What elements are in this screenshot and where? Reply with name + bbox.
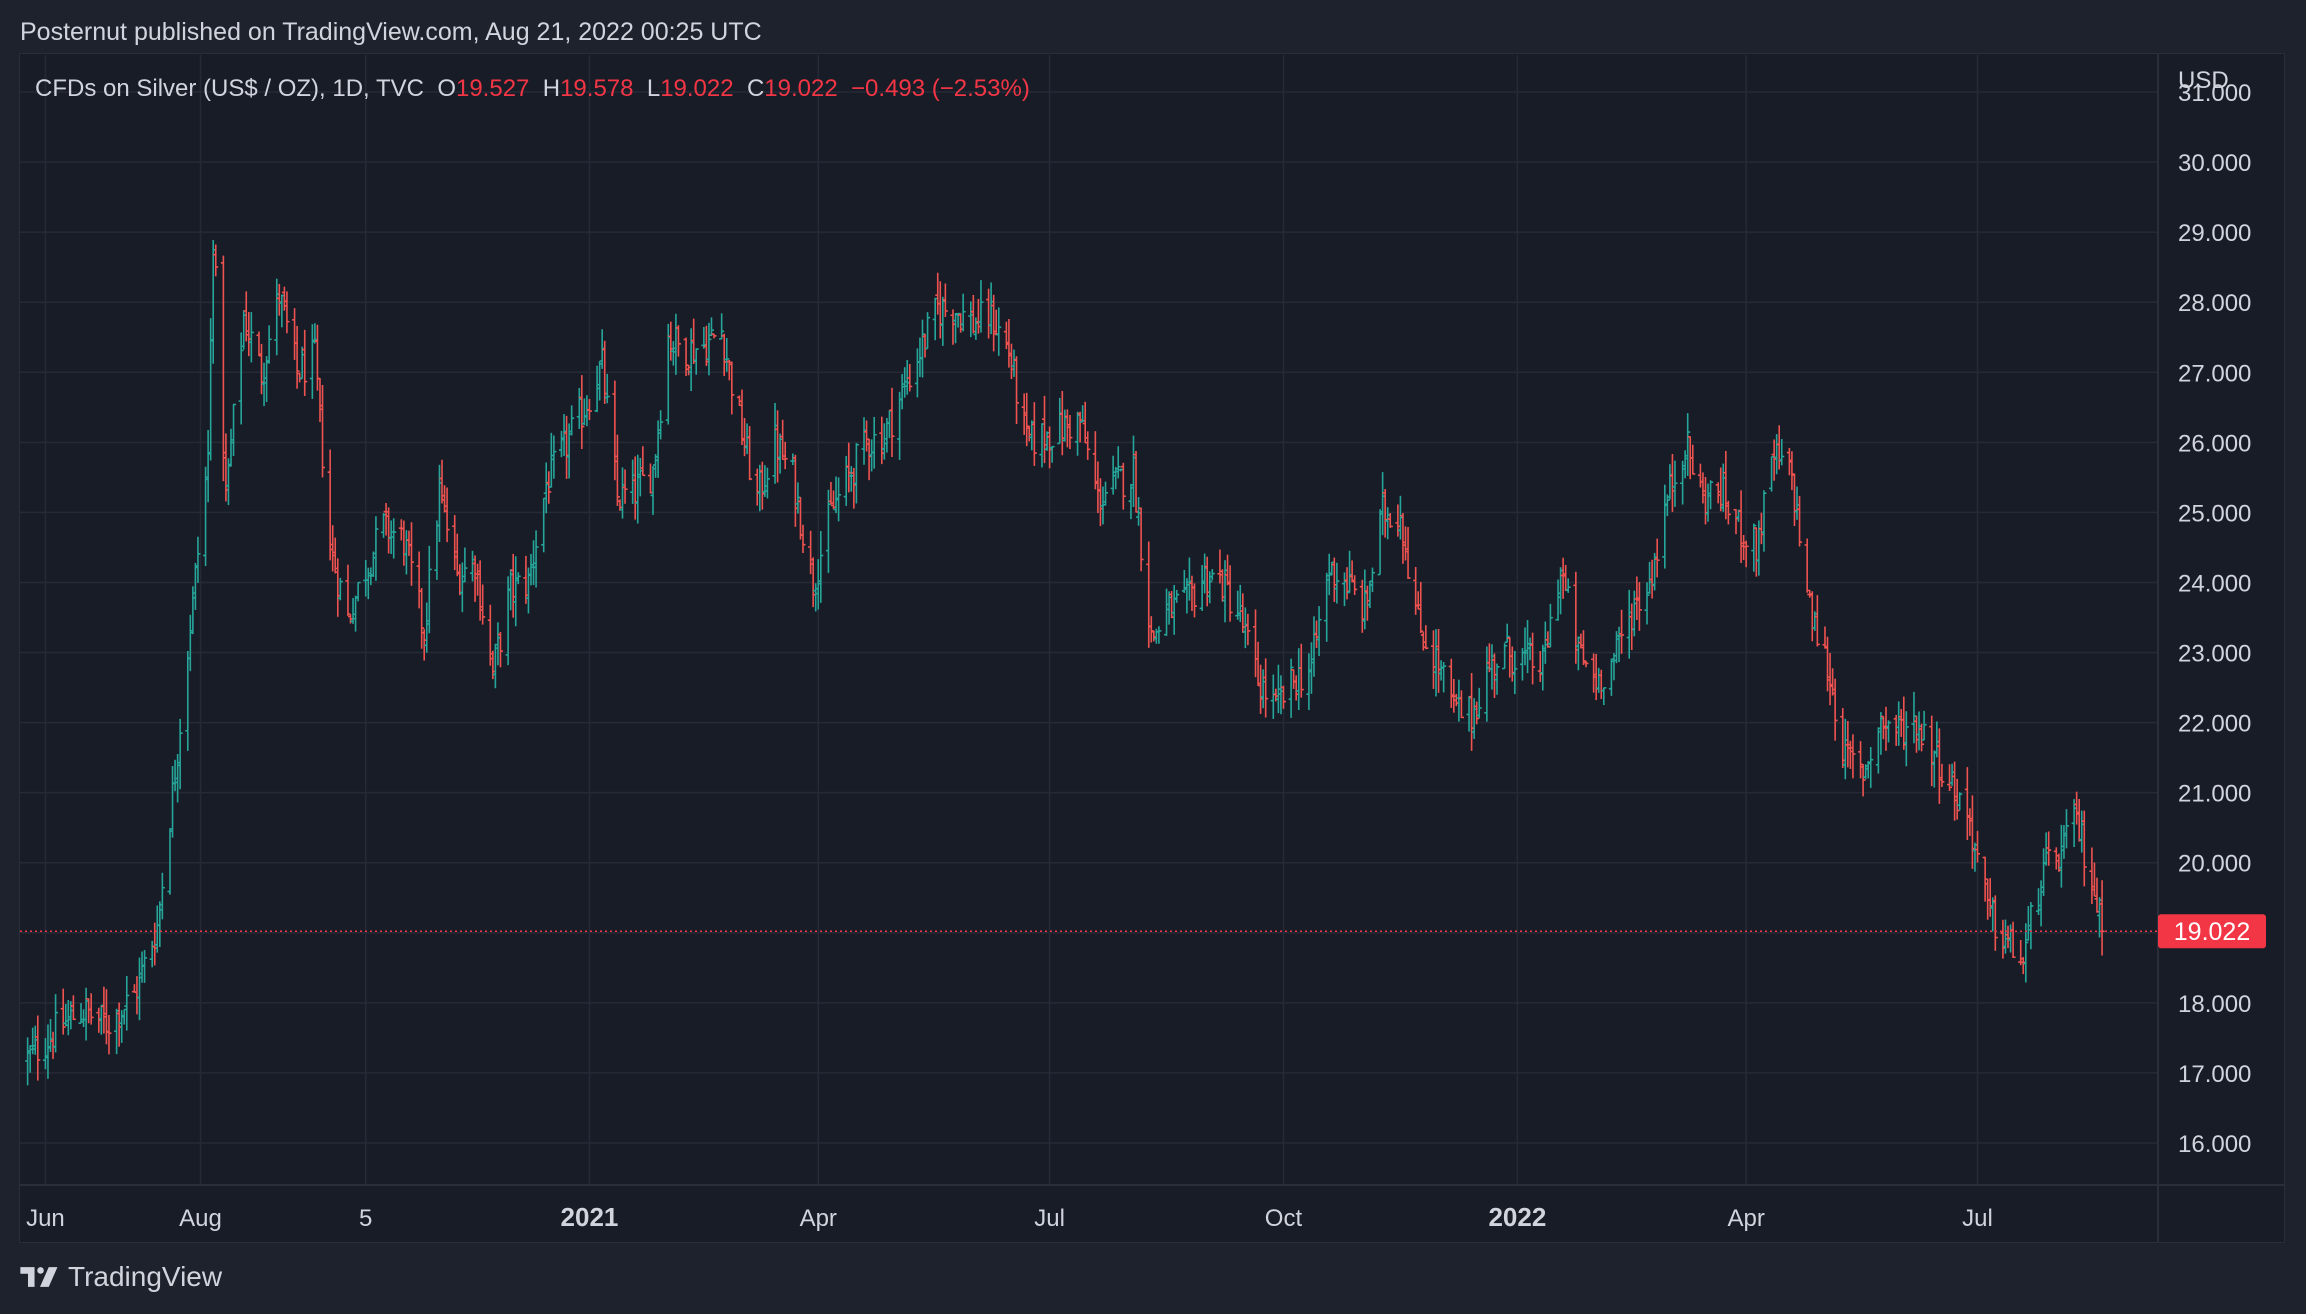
y-tick-label: 20.000 [2178, 851, 2251, 878]
legend-open-label: O [437, 75, 456, 102]
legend-close-label: C [746, 75, 765, 102]
chart-legend: CFDs on Silver (US$ / OZ), 1D, TVC O19.5… [35, 75, 1030, 103]
legend-change: −0.493 (−2.53%) [851, 75, 1030, 102]
y-tick-label: 25.000 [2178, 500, 2251, 527]
x-tick-label: Jul [1034, 1205, 1065, 1232]
last-price-label: 19.022 [2174, 918, 2250, 946]
last-price-tag [2158, 914, 2266, 949]
tradingview-brand[interactable]: TradingView [20, 1261, 222, 1293]
y-tick-label: 18.000 [2178, 991, 2251, 1018]
x-tick-label: Oct [1265, 1205, 1303, 1232]
x-tick-label: Apr [800, 1205, 837, 1232]
legend-open-value: 19.527 [455, 75, 530, 102]
x-tick-label: Jun [26, 1205, 65, 1232]
y-tick-label: 23.000 [2178, 641, 2251, 668]
axes: 16.00017.00018.00019.00020.00021.00022.0… [19, 53, 2284, 1242]
y-tick-label: 22.000 [2178, 711, 2251, 738]
y-tick-label: 16.000 [2178, 1131, 2251, 1158]
x-tick-label: Apr [1727, 1205, 1764, 1232]
y-tick-label: 17.000 [2178, 1061, 2251, 1088]
y-tick-label: 28.000 [2178, 290, 2251, 317]
grid-lines [20, 55, 2158, 1185]
x-tick-label: 2021 [561, 1202, 619, 1232]
ohlc-bars [25, 239, 2105, 1086]
legend-high-value: 19.578 [560, 75, 634, 102]
y-tick-label: 27.000 [2178, 360, 2251, 387]
y-tick-label: 26.000 [2178, 430, 2251, 457]
tradingview-logo-icon [20, 1267, 58, 1287]
y-tick-label: 29.000 [2178, 220, 2251, 247]
published-header: Posternut published on TradingView.com, … [20, 18, 762, 46]
currency-label: USD [2178, 67, 2229, 94]
x-tick-label: 2022 [1488, 1202, 1546, 1232]
x-tick-label: 5 [359, 1205, 372, 1232]
brand-label: TradingView [68, 1261, 223, 1292]
y-tick-label: 24.000 [2178, 570, 2251, 597]
y-tick-label: 30.000 [2178, 150, 2251, 177]
y-tick-label: 31.000 [2178, 80, 2251, 107]
legend-low-label: L [646, 75, 661, 102]
legend-low-value: 19.022 [660, 75, 734, 102]
x-tick-label: Jul [1962, 1205, 1993, 1232]
chart-panel[interactable] [19, 53, 2285, 1243]
legend-symbol: CFDs on Silver (US$ / OZ), 1D, TVC [35, 75, 424, 102]
legend-high-label: H [542, 75, 561, 102]
legend-close-value: 19.022 [764, 75, 838, 102]
x-tick-label: Aug [179, 1205, 222, 1232]
y-tick-label: 21.000 [2178, 781, 2251, 808]
